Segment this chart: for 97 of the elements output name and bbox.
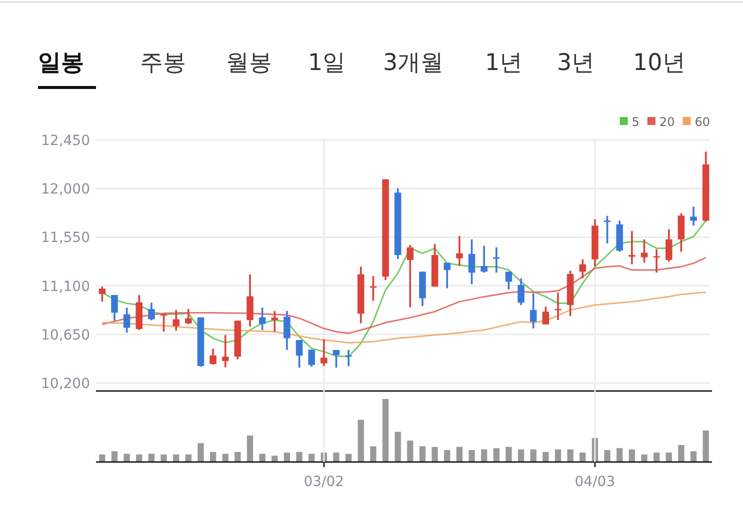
bar <box>259 454 266 462</box>
candlestick <box>258 306 266 331</box>
candlestick <box>148 302 155 322</box>
candlestick <box>456 235 463 267</box>
bar <box>702 430 709 462</box>
y-tick-label: 12,000 <box>41 182 90 198</box>
bar <box>394 432 401 462</box>
candlestick <box>444 262 451 290</box>
text: 1일 <box>308 50 346 76</box>
candlestick <box>123 306 130 334</box>
bar <box>690 451 697 462</box>
bar <box>653 452 660 462</box>
bar <box>370 446 376 462</box>
y-tick-label: 10,200 <box>41 376 90 392</box>
bar <box>678 444 684 462</box>
candlestick <box>111 294 118 322</box>
x-tick-label: 04/03 <box>574 474 616 490</box>
bar <box>554 449 562 462</box>
candlestick <box>628 230 636 266</box>
bar <box>185 454 192 462</box>
text: 10년 <box>633 50 686 76</box>
candlestick <box>665 228 672 263</box>
bar <box>111 451 118 462</box>
y-tick-label: 11,550 <box>41 230 90 246</box>
candlestick <box>690 206 697 227</box>
candlestick <box>406 244 414 308</box>
legend-label: 5 <box>632 115 640 129</box>
bar <box>210 452 216 462</box>
candlestick <box>296 339 303 369</box>
line-series <box>101 256 707 334</box>
bar <box>542 452 549 462</box>
candlestick <box>98 286 106 303</box>
candlestick <box>468 238 476 286</box>
bar <box>198 443 204 462</box>
candlestick <box>271 310 278 333</box>
bar <box>456 446 463 462</box>
bar <box>234 452 241 462</box>
candlestick <box>640 238 648 264</box>
bar <box>518 449 524 462</box>
bar <box>99 454 106 462</box>
bar <box>530 449 536 462</box>
bar <box>246 436 254 462</box>
candlestick <box>185 308 192 325</box>
candlestick <box>284 310 290 351</box>
bar <box>124 454 130 462</box>
candlestick <box>308 348 315 368</box>
bar <box>160 454 167 462</box>
candlestick <box>542 306 550 326</box>
text: 일봉 <box>38 50 84 76</box>
legend-label: 60 <box>694 115 710 129</box>
y-tick-label: 10,650 <box>41 327 90 344</box>
bar <box>284 452 290 462</box>
bar <box>616 448 623 462</box>
bar <box>481 449 488 462</box>
candlestick <box>604 215 611 244</box>
bar <box>407 440 414 462</box>
candlestick <box>530 292 537 330</box>
candlestick <box>480 245 488 274</box>
bar <box>567 449 574 462</box>
bar <box>173 454 180 462</box>
candlestick <box>505 270 512 290</box>
legend-label: 20 <box>659 115 675 129</box>
bar <box>419 446 426 462</box>
candlestick <box>518 277 524 306</box>
line-series <box>101 292 707 344</box>
candlestick <box>210 348 216 366</box>
candlestick <box>332 349 340 369</box>
bar <box>493 448 500 462</box>
bar <box>358 420 364 462</box>
bar <box>628 449 635 462</box>
bar <box>506 446 512 462</box>
y-tick-label: 11,100 <box>41 278 90 295</box>
bar <box>666 452 672 462</box>
text: 3년 <box>557 50 595 76</box>
candlestick <box>246 273 254 328</box>
bar <box>444 450 450 462</box>
bar <box>604 450 610 462</box>
candlestick <box>320 338 328 367</box>
text: 3개월 <box>383 50 444 76</box>
y-tick-label: 12,450 <box>41 133 90 149</box>
bar <box>272 456 278 462</box>
candlestick <box>222 334 229 368</box>
x-tick-label: 03/02 <box>304 474 344 490</box>
bar <box>432 446 438 462</box>
candlestick <box>579 258 586 280</box>
bar <box>136 454 142 462</box>
text: 월봉 <box>226 50 272 76</box>
bar <box>296 452 302 462</box>
bar <box>333 452 340 462</box>
text: 주봉 <box>140 50 186 76</box>
candlestick <box>678 212 685 253</box>
candlestick <box>172 309 180 332</box>
bar <box>580 452 586 462</box>
bar <box>382 399 389 462</box>
bar <box>641 454 648 462</box>
text: 1년 <box>485 50 523 76</box>
bar <box>468 450 475 462</box>
